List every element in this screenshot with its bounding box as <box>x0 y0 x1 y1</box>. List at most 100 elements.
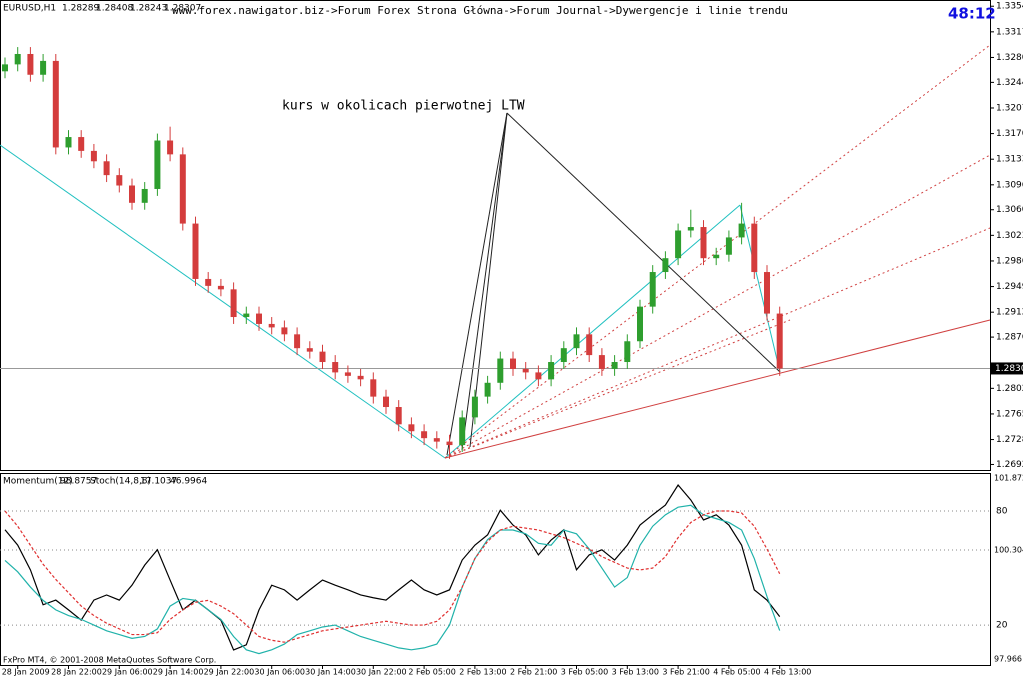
x-tick-label: 2 Feb 13:00 <box>459 668 506 677</box>
candle-body <box>662 258 669 273</box>
arrow <box>446 112 508 456</box>
y-tick-label: 80 <box>996 507 1008 517</box>
candle-body <box>611 362 618 369</box>
trendlines <box>0 44 991 459</box>
x-tick-label: 2 Feb 05:00 <box>408 668 455 677</box>
x-tick-label: 30 Jan 14:00 <box>305 668 356 677</box>
y-tick-label: 1.30230 <box>996 231 1023 241</box>
candle-body <box>306 348 313 352</box>
trendline <box>739 204 781 373</box>
y-tick-label: 1.29120 <box>996 308 1023 318</box>
x-tick-label: 2 Feb 21:00 <box>510 668 557 677</box>
sub-frame <box>0 473 991 666</box>
candle-body <box>370 379 377 397</box>
candle-body <box>764 272 770 314</box>
arrow <box>461 112 508 451</box>
candle-body <box>560 348 567 363</box>
candle-body <box>383 396 389 408</box>
candle-body <box>624 341 631 363</box>
candle-body <box>141 188 148 203</box>
candle-body <box>2 64 8 72</box>
x-tick-label: 29 Jan 06:00 <box>102 668 153 677</box>
y-tick-label: 1.27650 <box>996 409 1023 419</box>
indicator-line <box>4 510 781 643</box>
x-tick-label: 30 Jan 22:00 <box>356 668 407 677</box>
x-tick-label: 4 Feb 13:00 <box>764 668 811 677</box>
candle-body <box>497 358 504 383</box>
candle-body <box>459 417 466 446</box>
candle-body <box>751 223 758 273</box>
candle-body <box>167 140 174 155</box>
candle-body <box>637 306 643 342</box>
price-box <box>991 362 1023 375</box>
y-tick-label: 1.33170 <box>996 27 1023 37</box>
trendline <box>444 204 741 459</box>
candle-body <box>78 137 85 151</box>
candle-body <box>332 362 339 373</box>
candle-body <box>357 375 364 380</box>
timer: 48:12 <box>948 5 996 23</box>
y-tick-label: 1.27280 <box>996 435 1023 445</box>
candle-body <box>713 254 720 259</box>
x-tick-label: 28 Jan 22:00 <box>51 668 102 677</box>
legend-value: 17.1037 <box>140 477 177 487</box>
candle-body <box>90 150 97 162</box>
candle-body <box>179 154 186 224</box>
candle-body <box>52 60 59 148</box>
candle-body <box>598 355 605 369</box>
candle-body <box>230 289 237 318</box>
price-label: 1.28307 <box>995 364 1023 374</box>
x-tick-label: 4 Feb 05:00 <box>713 668 760 677</box>
y-tick-label: 1.29490 <box>996 282 1023 292</box>
y2-tick-label: 101.8722 <box>994 474 1023 483</box>
legend-name: Momentum(12) <box>3 477 73 487</box>
y-tick-label: 1.28020 <box>996 384 1023 394</box>
arrow <box>506 112 781 373</box>
candle-body <box>675 230 682 259</box>
x-tick-label: 3 Feb 05:00 <box>561 668 608 677</box>
y-tick-label: 1.33540 <box>996 2 1023 12</box>
x-tick-label: 29 Jan 14:00 <box>153 668 204 677</box>
ohlc-value: 1.28408 <box>96 4 133 14</box>
candle-body <box>446 441 453 446</box>
candle-body <box>649 272 656 307</box>
x-tick-label: 3 Feb 13:00 <box>612 668 659 677</box>
y-tick-label: 1.26920 <box>996 460 1023 470</box>
x-tick-label: 28 Jan 2009 <box>2 668 50 677</box>
legend-value: 46.9964 <box>170 477 207 487</box>
candle-body <box>700 227 707 259</box>
y-tick-label: 1.31700 <box>996 129 1023 139</box>
candle-body <box>281 327 288 335</box>
candle-body <box>192 223 199 279</box>
candle-body <box>294 334 301 349</box>
candle-body <box>65 137 72 148</box>
candle-body <box>687 227 694 231</box>
legend-name: Stoch(14,8,8) <box>90 477 151 487</box>
candle-body <box>522 368 529 373</box>
candle-body <box>725 237 732 255</box>
ohlc-value: 1.28289 <box>62 4 99 14</box>
arrow <box>469 112 508 448</box>
x-tick-label: 29 Jan 22:00 <box>204 668 255 677</box>
y2-tick-label: 97.966 <box>994 654 1022 663</box>
candle-body <box>40 60 47 75</box>
candle-body <box>256 313 262 324</box>
candle-body <box>573 334 580 349</box>
y-tick-label: 1.29860 <box>996 256 1023 266</box>
trendline <box>0 144 446 459</box>
y-tick-label: 1.32440 <box>996 78 1023 88</box>
breadcrumb: www.forex.nawigator.biz->Forum Forex Str… <box>172 4 788 17</box>
candle-body <box>129 185 135 203</box>
y-tick-label: 1.28760 <box>996 333 1023 343</box>
y-tick-label: 1.30600 <box>996 205 1023 215</box>
ohlc-value: 1.28243 <box>130 4 167 14</box>
candle-body <box>548 362 555 380</box>
y-tick-label: 1.32070 <box>996 103 1023 113</box>
candle-body <box>471 396 478 418</box>
x-tick-label: 3 Feb 21:00 <box>662 668 709 677</box>
candle-body <box>217 285 224 290</box>
candle-body <box>103 161 110 176</box>
y-tick-label: 1.30960 <box>996 180 1023 190</box>
candle-body <box>421 431 428 439</box>
